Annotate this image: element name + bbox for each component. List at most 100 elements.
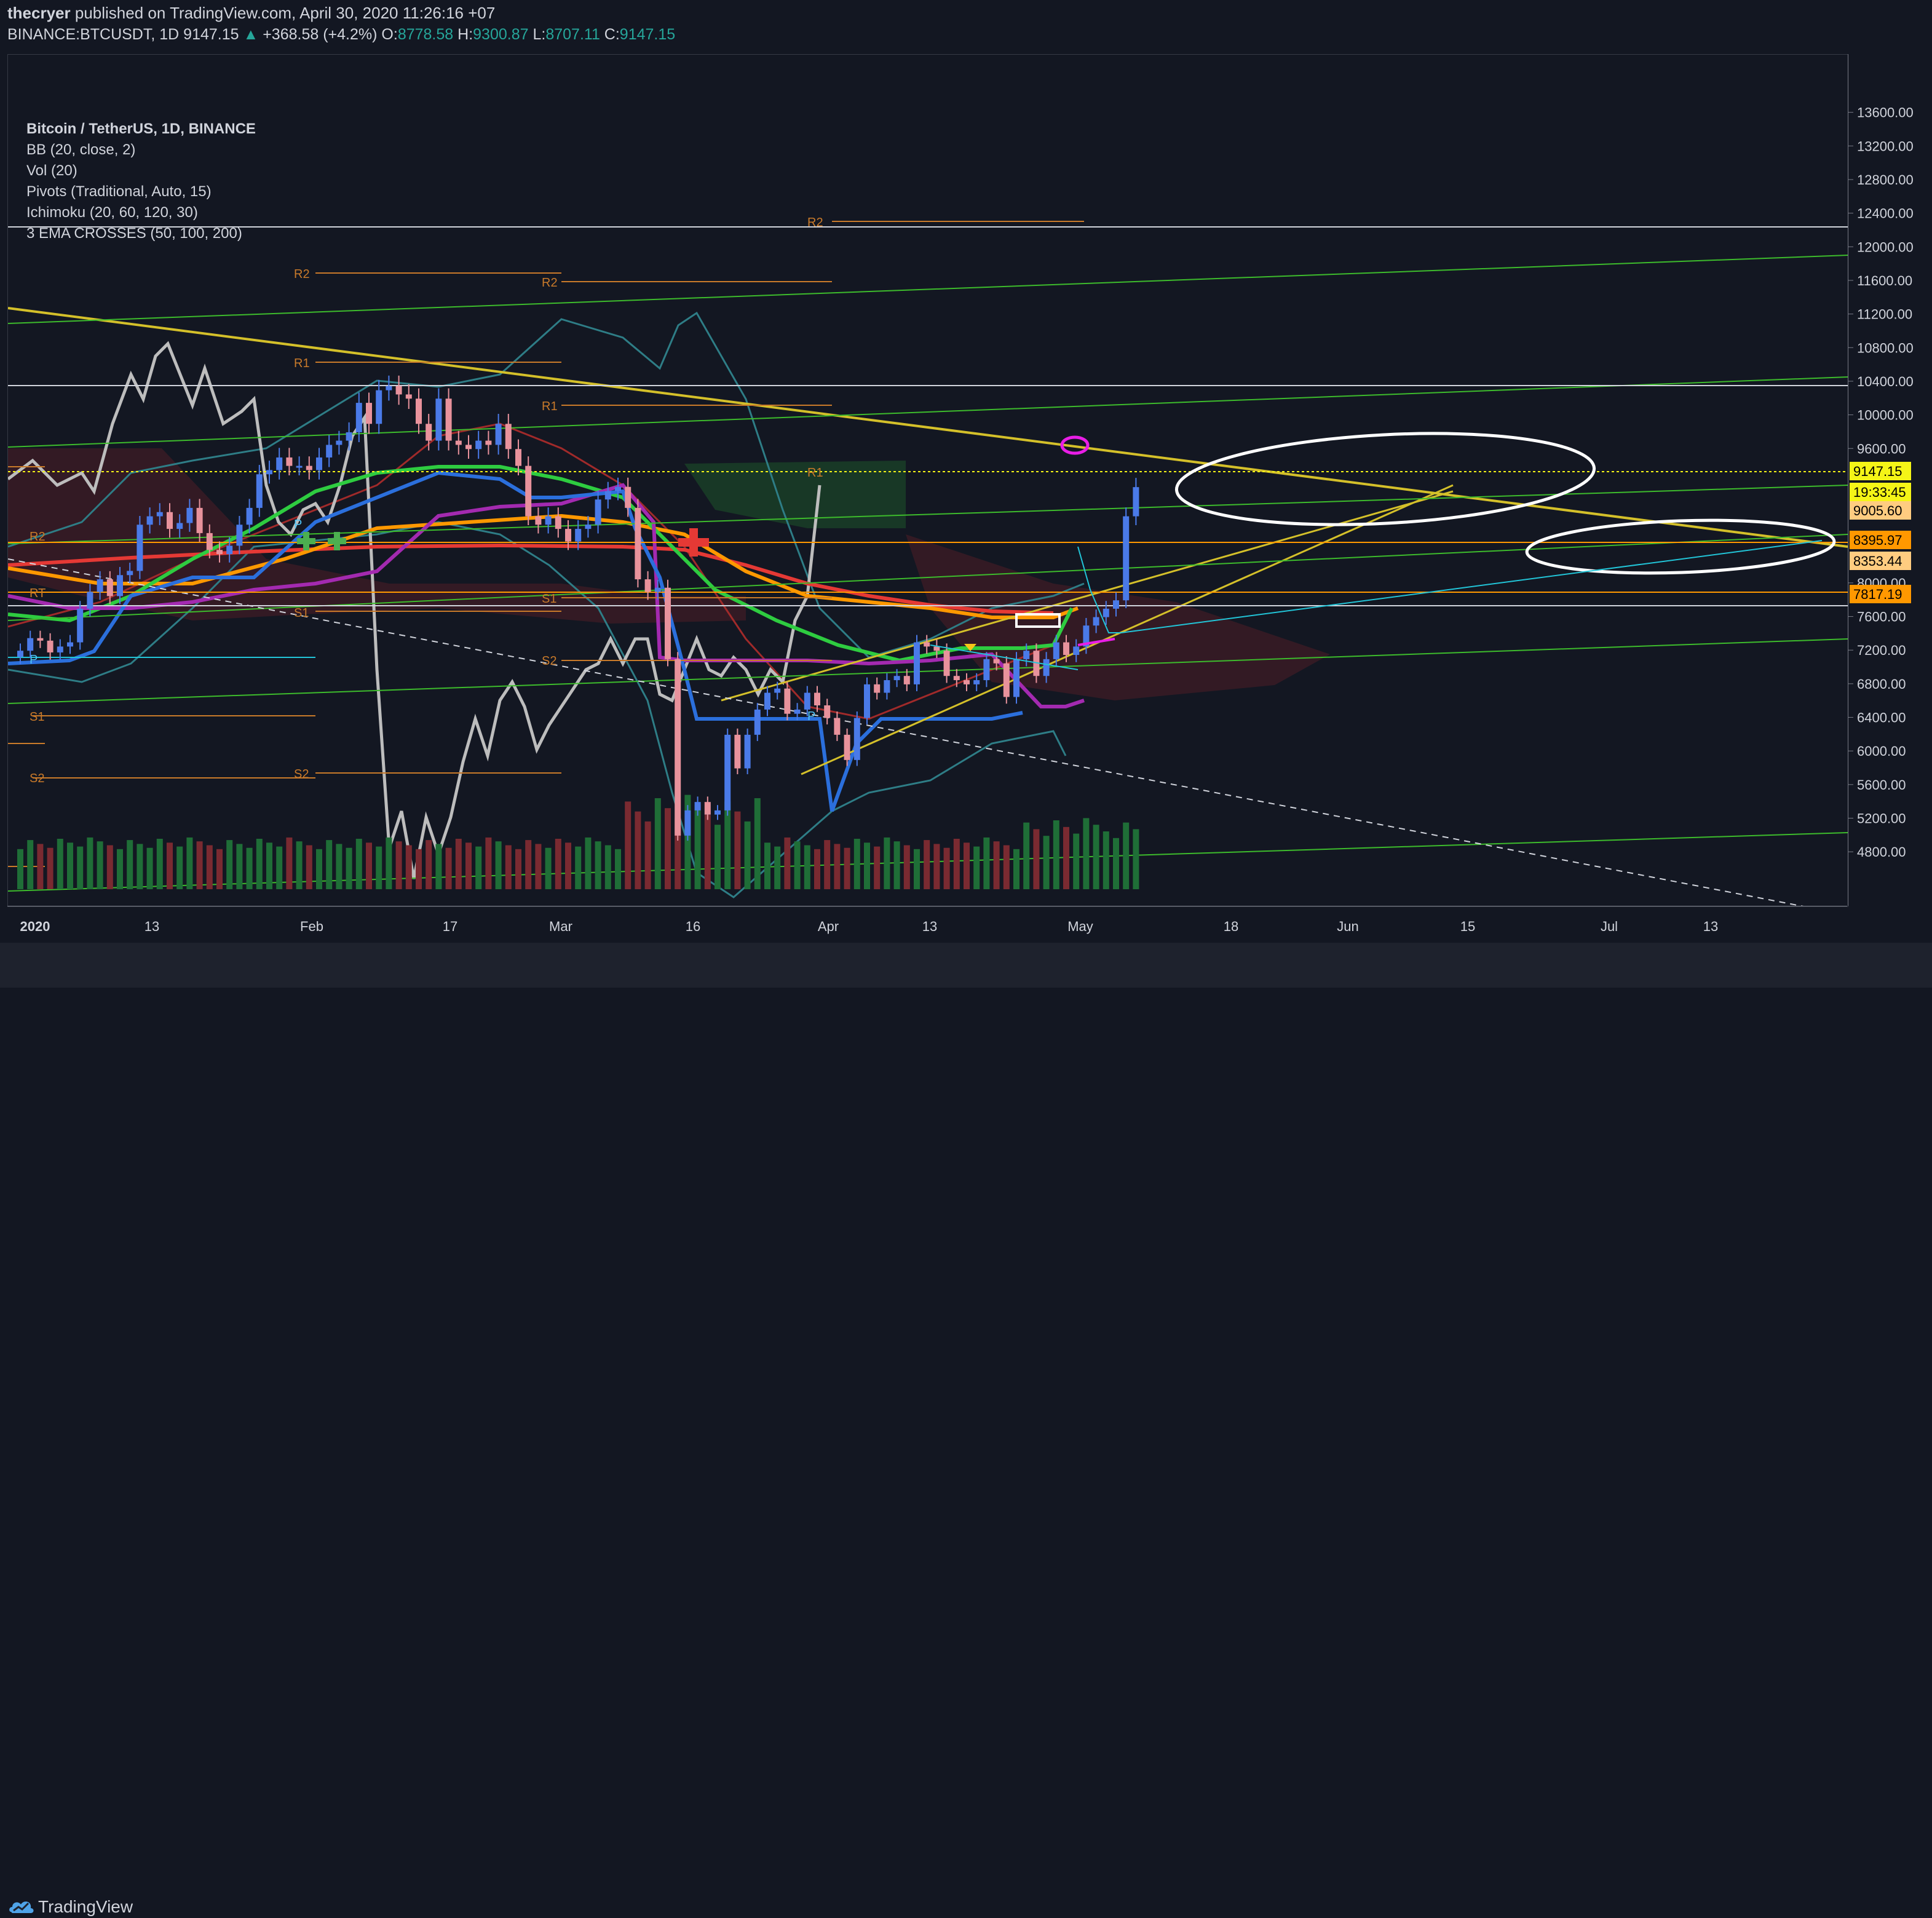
candle[interactable] (17, 651, 23, 657)
candle[interactable] (167, 512, 173, 529)
candle[interactable] (665, 587, 671, 659)
candle[interactable] (1113, 600, 1119, 609)
candle[interactable] (386, 386, 392, 390)
candle[interactable] (405, 394, 412, 399)
candle[interactable] (1133, 487, 1139, 517)
candle[interactable] (844, 734, 850, 760)
candle[interactable] (635, 507, 641, 580)
candle[interactable] (127, 571, 133, 576)
candle[interactable] (47, 640, 53, 652)
candle[interactable] (306, 466, 312, 470)
candle[interactable] (346, 432, 352, 441)
candle[interactable] (376, 390, 382, 424)
candle[interactable] (983, 659, 990, 681)
candle[interactable] (37, 638, 44, 641)
candle[interactable] (256, 474, 263, 508)
candle[interactable] (206, 533, 213, 550)
candle[interactable] (993, 659, 1000, 664)
legend-indicator[interactable]: Pivots (Traditional, Auto, 15) (26, 183, 212, 200)
candle[interactable] (226, 545, 233, 555)
candle[interactable] (545, 516, 552, 525)
candle[interactable] (964, 680, 970, 684)
candle[interactable] (794, 709, 801, 714)
candle[interactable] (973, 680, 980, 684)
candle[interactable] (186, 507, 193, 523)
candle[interactable] (724, 734, 731, 810)
candle[interactable] (515, 449, 521, 466)
candle[interactable] (1073, 646, 1080, 656)
candle[interactable] (734, 734, 741, 769)
candle[interactable] (137, 525, 143, 571)
candle[interactable] (924, 642, 930, 647)
candle[interactable] (704, 802, 711, 815)
candle[interactable] (416, 398, 422, 424)
legend-title[interactable]: Bitcoin / TetherUS, 1D, BINANCE (26, 121, 256, 137)
candle[interactable] (485, 440, 492, 445)
candle[interactable] (615, 486, 621, 491)
candle[interactable] (366, 403, 372, 424)
candle[interactable] (236, 525, 243, 546)
legend-indicator[interactable]: Ichimoku (20, 60, 120, 30) (26, 204, 198, 221)
author-name[interactable]: thecryer (7, 4, 71, 22)
candle[interactable] (1063, 642, 1069, 656)
candle[interactable] (156, 512, 163, 517)
candle[interactable] (336, 440, 342, 445)
candle[interactable] (715, 810, 721, 815)
candle[interactable] (595, 499, 601, 525)
legend-indicator[interactable]: 3 EMA CROSSES (50, 100, 200) (26, 225, 242, 242)
candle[interactable] (644, 579, 651, 592)
candle[interactable] (784, 688, 791, 714)
candle[interactable] (1053, 642, 1059, 659)
candle[interactable] (933, 646, 940, 651)
candle[interactable] (903, 676, 910, 684)
legend-indicator[interactable]: BB (20, close, 2) (26, 141, 136, 158)
legend-indicator[interactable]: Vol (20) (26, 162, 77, 179)
candle[interactable] (465, 445, 472, 450)
candle[interactable] (1093, 617, 1099, 626)
tradingview-logo-icon[interactable] (7, 1896, 34, 1918)
candle[interactable] (774, 688, 781, 693)
brand-name[interactable]: TradingView (38, 1897, 133, 1916)
candle[interactable] (834, 718, 841, 735)
candle[interactable] (535, 516, 542, 525)
candle[interactable] (296, 466, 303, 468)
candle[interactable] (475, 440, 482, 450)
candle[interactable] (864, 684, 870, 718)
candle[interactable] (814, 692, 820, 706)
candle[interactable] (754, 709, 761, 735)
candle[interactable] (555, 516, 561, 529)
candle[interactable] (455, 440, 462, 445)
candle[interactable] (694, 802, 701, 810)
candle[interactable] (286, 457, 293, 466)
price-axis[interactable]: 13600.00 13200.00 12800.00 12400.00 12000.00… (1848, 54, 1932, 906)
candle[interactable] (764, 692, 770, 710)
candle[interactable] (1123, 516, 1130, 601)
chart-pane[interactable]: R2 R2 R2 R1 R1 R1 R2 RT S1 S1 S2 S1 S2 S… (7, 54, 1848, 907)
candle[interactable] (266, 470, 272, 475)
candle[interactable] (395, 386, 402, 395)
candle[interactable] (117, 575, 123, 596)
candle[interactable] (77, 608, 84, 643)
candle[interactable] (853, 718, 860, 760)
candle[interactable] (953, 676, 960, 681)
candle[interactable] (355, 403, 362, 432)
candle[interactable] (684, 810, 691, 836)
candle[interactable] (1043, 659, 1050, 676)
candle[interactable] (893, 676, 900, 681)
candle[interactable] (445, 398, 452, 441)
candle[interactable] (884, 680, 890, 693)
candle[interactable] (67, 642, 73, 647)
candle[interactable] (625, 486, 631, 508)
candle[interactable] (246, 507, 253, 525)
candle[interactable] (943, 651, 950, 676)
candle[interactable] (57, 646, 63, 652)
price-chart[interactable]: R2 R2 R2 R1 R1 R1 R2 RT S1 S1 S2 S1 S2 S… (8, 55, 1848, 906)
candle[interactable] (1023, 651, 1030, 659)
symbol-name[interactable]: BINANCE:BTCUSDT, 1D (7, 26, 180, 43)
candle[interactable] (525, 466, 532, 517)
candle[interactable] (585, 525, 592, 529)
candle[interactable] (106, 579, 113, 596)
candle[interactable] (654, 587, 661, 592)
candle[interactable] (505, 424, 512, 450)
candle[interactable] (316, 457, 322, 470)
